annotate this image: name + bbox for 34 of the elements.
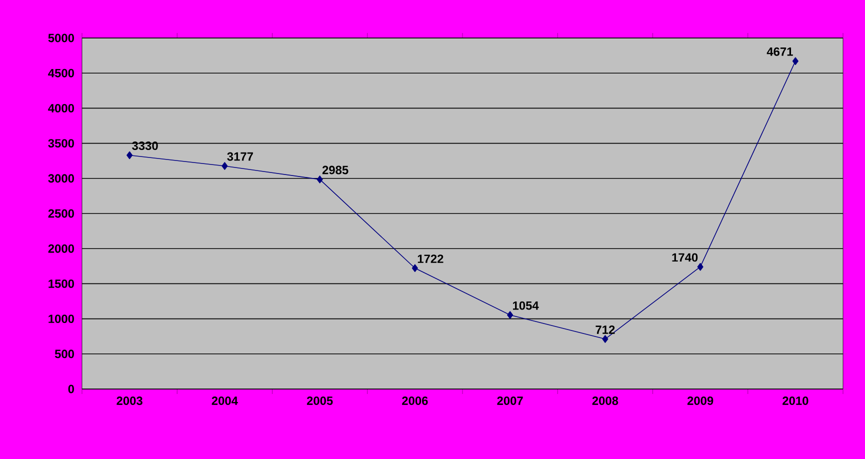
x-tick-label: 2007 [497, 396, 523, 405]
y-tick-label: 4500 [48, 68, 74, 78]
data-label: 1740 [672, 253, 698, 262]
y-tick-label: 4000 [48, 104, 74, 112]
y-tick-label: 1500 [48, 279, 74, 288]
data-label: 2985 [322, 166, 348, 174]
point [602, 335, 608, 343]
y-tick-label: 2000 [48, 244, 74, 253]
x-tick-label: 2005 [306, 396, 333, 405]
point [697, 262, 704, 271]
data-label: 1054 [513, 301, 539, 310]
point [412, 264, 418, 272]
data-label: 1722 [418, 254, 444, 263]
point [507, 311, 514, 319]
point [126, 151, 133, 160]
y-tick-label: 500 [54, 350, 74, 358]
point [792, 57, 798, 65]
x-tick-label: 2003 [116, 396, 142, 406]
point [316, 176, 323, 184]
x-tick-label: 2009 [687, 396, 714, 405]
data-label: 4671 [766, 47, 793, 56]
x-tick-label: 2004 [212, 396, 238, 405]
y-tick-label: 3500 [48, 139, 74, 148]
y-tick-label: 3000 [48, 174, 74, 183]
data-label: 712 [596, 325, 615, 334]
point [222, 162, 228, 170]
y-tick-label: 1000 [48, 314, 74, 324]
x-tick-label: 2008 [592, 396, 618, 405]
data-label: 3177 [227, 152, 253, 161]
x-tick-label: 2010 [782, 396, 808, 405]
y-tick-label: 0 [68, 384, 74, 394]
y-tick-label: 2500 [48, 209, 74, 218]
y-tick-label: 5000 [48, 34, 74, 42]
x-tick-label: 2006 [402, 396, 428, 405]
